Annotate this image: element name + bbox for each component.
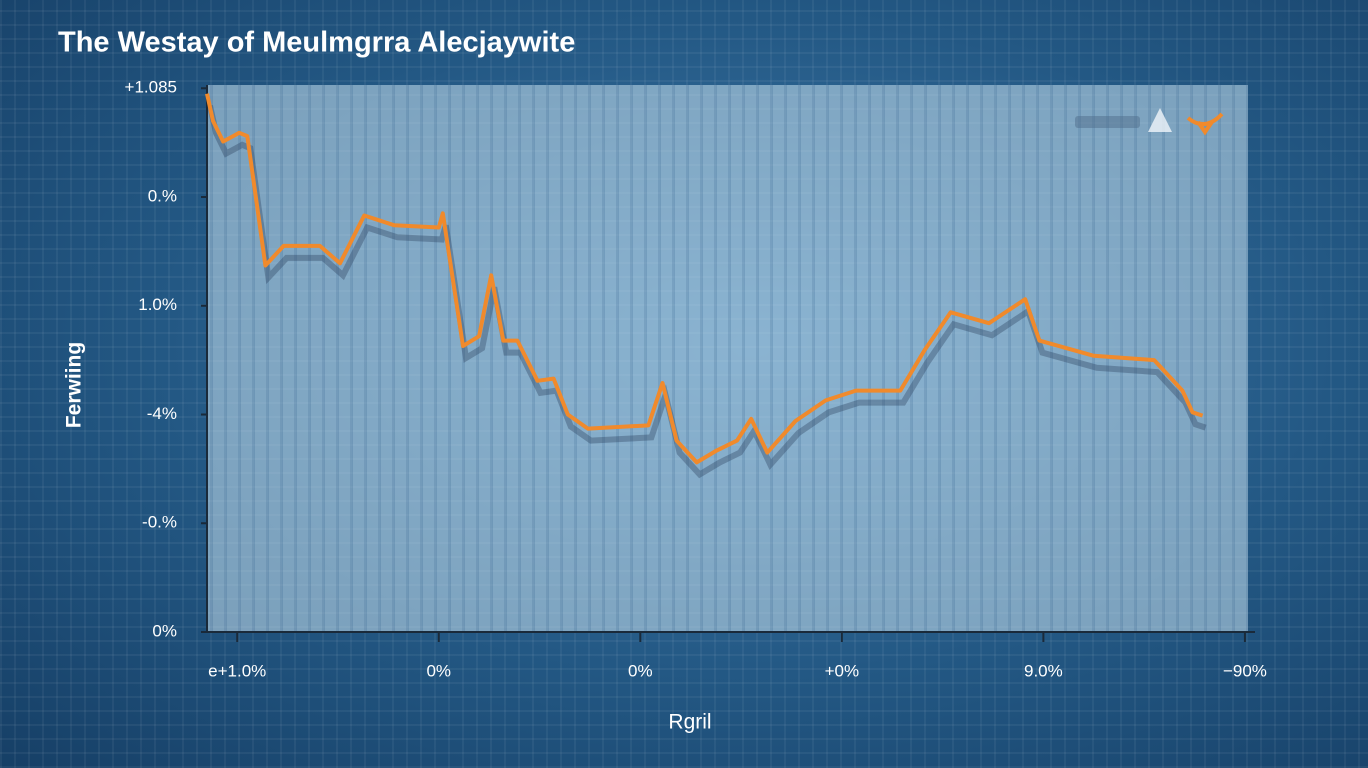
x-tick-label: 0%	[628, 661, 653, 680]
y-axis-label: Ferwiing	[63, 342, 86, 428]
y-tick-label: -0.%	[142, 513, 177, 532]
y-tick-label: 0.%	[148, 186, 177, 205]
x-axis-label: Rgril	[668, 711, 711, 734]
y-tick-label: -4%	[147, 404, 177, 423]
x-tick-label: e+1.0%	[208, 661, 266, 680]
series-line	[205, 93, 1204, 465]
x-tick-label: −90%	[1223, 661, 1267, 680]
y-tick-label: 1.0%	[138, 295, 177, 314]
x-tick-label: 0%	[426, 661, 451, 680]
y-tick-label: +1.085	[125, 78, 177, 97]
legend-swatch	[1075, 116, 1140, 128]
x-tick-label: +0%	[825, 661, 860, 680]
chart-title: The Westay of Meulmgrra Alecjaywite	[58, 27, 575, 59]
y-tick-label: 0%	[152, 621, 177, 640]
legend-icon	[1075, 108, 1224, 136]
line-shadow	[207, 105, 1207, 479]
x-tick-label: 9.0%	[1024, 661, 1063, 680]
plot-texture	[207, 85, 1248, 632]
legend-line-icon	[1186, 112, 1224, 136]
legend-shape	[1148, 108, 1172, 132]
